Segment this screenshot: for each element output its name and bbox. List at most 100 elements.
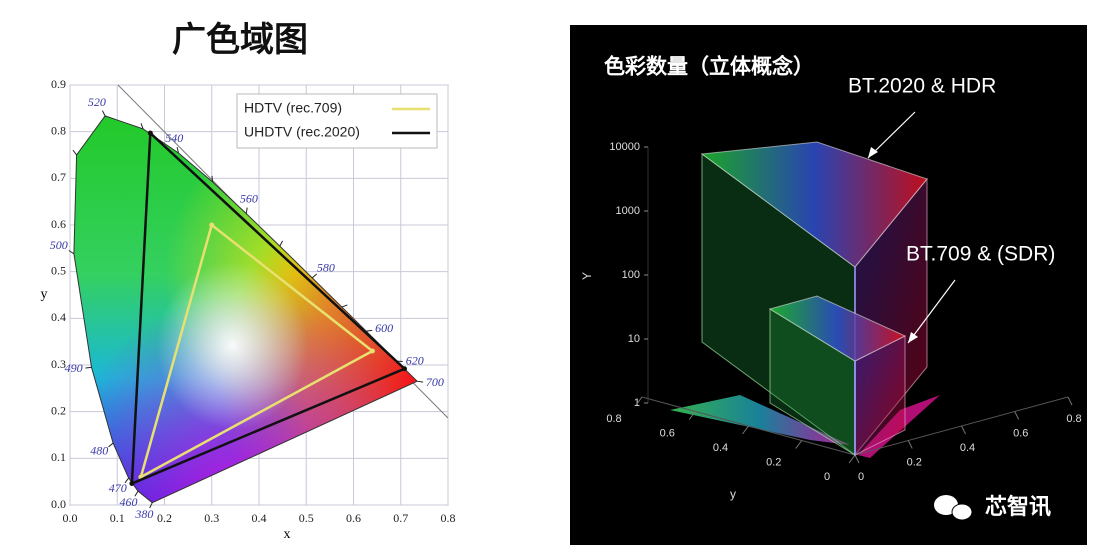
annotation: BT.709 & (SDR) [906,243,1055,266]
locus-tick [176,147,179,154]
x-tick-label: 0.2 [157,511,172,525]
x-tick-label: 0.0 [63,511,78,525]
chart-title: 色彩数量（立体概念） [604,55,814,79]
z-tick [742,425,749,435]
y-tick-label: 0.0 [51,497,66,511]
watermark-icon [951,503,973,521]
wavelength-label: 380 [134,507,153,521]
y-tick-label: 0.3 [51,357,66,371]
gamut-vertex [369,348,375,354]
x-tick [1014,411,1020,420]
locus-tick [366,329,373,332]
locus-tick [85,366,92,369]
z-tick-label: 0.4 [713,442,728,454]
y-tick-label: 10 [628,333,640,345]
arrow-head [868,147,878,158]
locus-tick [279,240,284,247]
wavelength-label: 580 [317,261,335,275]
gamut-triangle [138,222,375,480]
chart-title: 广色域图 [172,21,308,59]
x-tick-label: 0.6 [1013,427,1028,439]
y-tick-label: 10000 [609,141,640,153]
wavelength-label: 500 [50,238,68,252]
wavelength-label: 490 [65,361,83,375]
locus-tick [417,380,424,383]
wavelength-label: 480 [90,444,108,458]
y-tick-label: 0.6 [51,217,66,231]
wavelength-label: 620 [406,354,424,368]
z-tick [635,396,643,406]
legend-label: HDTV (rec.709) [244,100,342,116]
x-axis-label: x [284,527,291,542]
locus-tick [134,490,139,497]
x-tick-label: 0.8 [441,511,456,525]
y-tick-label: 0.7 [51,170,66,184]
arrow-head [908,332,918,343]
z-tick-label: 0.6 [660,427,675,439]
y-tick-label: 100 [622,269,640,281]
locus-tick [72,149,77,156]
x-tick-label: 0.6 [346,511,361,525]
x-tick [907,440,913,449]
locus-tick [311,273,318,279]
x-tick [961,425,966,435]
legend-label: UHDTV (rec.2020) [244,124,360,140]
annotation-arrow [867,111,916,159]
x-tick-label: 0.8 [1066,413,1081,425]
locus-tick [108,442,114,448]
x-tick-label: 0.4 [252,511,267,525]
gamut-vertex [209,222,215,228]
wavelength-label: 520 [88,95,106,109]
x-tick [854,454,860,464]
wavelength-label: 470 [109,481,127,495]
annotation: BT.2020 & HDR [848,75,996,98]
wavelength-label: 600 [375,321,393,335]
x-tick-label: 0.2 [907,456,922,468]
floor-shadow-left [670,395,850,445]
y-tick-label: 1 [634,397,640,409]
volume-panel [570,25,1087,545]
wavelength-label: 560 [240,191,258,205]
wavelength-label: 540 [165,131,183,145]
y-tick-label: 0.5 [51,263,66,277]
x-tick-label: 0.7 [393,511,408,525]
gamut-vertex [402,366,408,372]
y-tick-label: 1000 [616,205,640,217]
locus-tick [140,123,144,130]
z-tick [688,411,696,420]
x-tick-label: 0.3 [204,511,219,525]
wavelength-label: 460 [119,495,137,509]
locus-tick [68,250,75,255]
z-tick-label: 0 [824,471,830,483]
locus-tick [124,477,130,484]
y-tick-label: 0.9 [51,77,66,91]
gamut-vertex [147,130,153,136]
locus-tick [341,304,348,308]
locus-tick [101,110,106,117]
gamut-vertex [129,481,135,487]
y-tick-label: 0.1 [51,450,66,464]
legend-box [236,93,438,149]
gamut-triangle [130,130,407,486]
y-tick-label: 0.4 [51,310,66,324]
z-tick-label: 0.2 [766,456,781,468]
z-tick [795,440,803,449]
z-tick [848,454,856,464]
annotation-arrow [907,279,956,344]
x-tick-label: 0.5 [299,511,314,525]
x-tick-label: 0 [858,471,864,483]
z-axis-label: y [730,487,736,501]
volume-top-face [700,141,928,268]
watermark: 芯智讯 [985,494,1051,519]
x-tick-label: 0.4 [960,442,975,454]
wavelength-label: 700 [426,375,444,389]
volume-top-face [768,295,907,362]
y-tick-label: 0.8 [51,123,66,137]
locus-tick [245,207,248,214]
y-tick-label: 0.2 [51,403,66,417]
x-tick-label: 0.1 [110,511,125,525]
y-axis-label: Y [580,272,594,280]
locus-tick [149,502,153,509]
y-axis-label: y [41,287,48,302]
